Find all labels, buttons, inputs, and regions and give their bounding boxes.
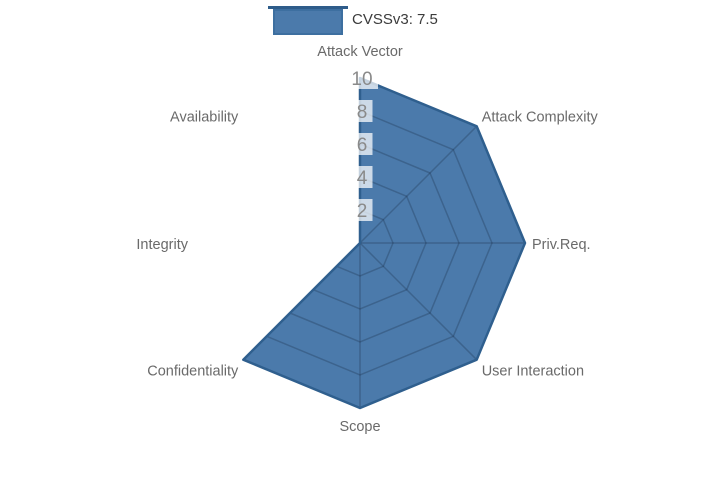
radial-tick-label-2: 2	[357, 201, 368, 222]
series-polygon-outline	[242, 76, 527, 410]
grid-spoke-1	[359, 125, 478, 244]
series-polygon-fill[interactable]	[243, 78, 526, 408]
axis-label-availability: Availability	[170, 109, 239, 125]
axis-label-integrity: Integrity	[136, 237, 188, 253]
legend-item-cvssv3[interactable]: CVSSv3: 7.5	[268, 6, 438, 35]
grid-spoke-7	[243, 125, 361, 244]
radial-tick-label-10: 10	[351, 69, 372, 90]
radial-tick-label-8: 8	[357, 102, 368, 123]
axis-label-user-interaction: User Interaction	[482, 364, 584, 380]
axis-label-confidentiality: Confidentiality	[147, 364, 239, 380]
radial-tick-bg-8	[351, 100, 373, 122]
axis-label-scope: Scope	[339, 419, 380, 435]
axis-label-attack-vector: Attack Vector	[317, 44, 403, 60]
radial-tick-label-6: 6	[357, 135, 368, 156]
radial-tick-label-4: 4	[357, 168, 368, 189]
radial-tick-bg-10	[346, 67, 378, 89]
radial-tick-bg-6	[351, 133, 373, 155]
legend-swatch	[273, 9, 343, 35]
legend-label: CVSSv3: 7.5	[352, 11, 438, 28]
grid-spoke-3	[359, 242, 478, 361]
legend-line-sample	[268, 6, 348, 9]
radial-tick-bg-4	[351, 166, 373, 188]
axis-label-attack-complexity: Attack Complexity	[482, 109, 599, 125]
radial-tick-bg-2	[351, 199, 373, 221]
axis-label-priv-req: Priv.Req.	[532, 237, 591, 253]
legend-key	[268, 6, 348, 35]
